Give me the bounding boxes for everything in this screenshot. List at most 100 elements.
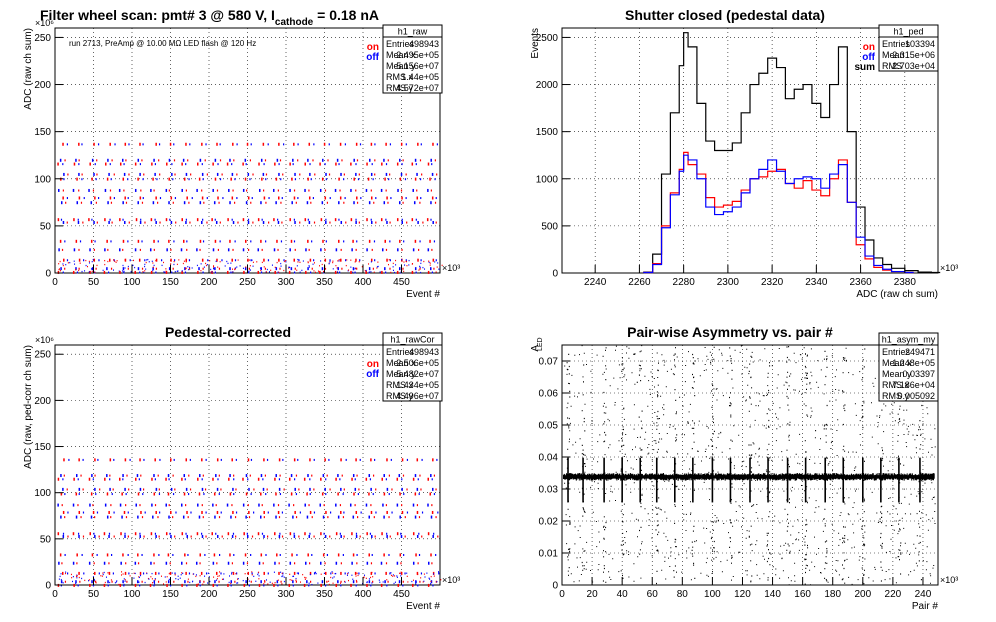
scatter-point xyxy=(338,259,340,261)
scatter-point xyxy=(173,260,175,263)
scatter-point xyxy=(370,562,373,565)
scatter-point xyxy=(421,511,424,514)
scatter-point xyxy=(402,201,404,204)
scatter-point xyxy=(144,270,146,272)
scatter-point xyxy=(418,269,420,271)
scatter-point xyxy=(157,516,159,519)
scatter-point xyxy=(142,143,144,146)
scatter-point xyxy=(154,578,156,580)
scatter-point xyxy=(153,580,156,584)
scatter-point xyxy=(152,262,154,264)
scatter-point xyxy=(383,492,386,496)
scatter-point xyxy=(178,259,180,261)
scatter-point xyxy=(389,259,391,262)
scatter-point xyxy=(158,143,161,146)
scatter-point xyxy=(310,178,312,181)
scatter-point xyxy=(345,221,347,224)
scatter-point xyxy=(308,584,310,587)
scatter-point xyxy=(307,158,309,162)
scatter-point xyxy=(246,532,248,535)
scatter-point xyxy=(247,571,250,575)
scatter-point xyxy=(65,571,67,573)
scatter-point xyxy=(257,218,260,222)
scatter-point xyxy=(355,510,358,514)
scatter-point xyxy=(277,218,279,221)
scatter-point xyxy=(88,218,90,222)
scatter-point xyxy=(203,201,205,204)
scatter-point xyxy=(174,173,176,176)
scatter-point xyxy=(104,218,106,222)
scatter-point xyxy=(368,580,371,584)
scatter-point xyxy=(402,159,404,162)
scatter-point xyxy=(289,266,291,269)
scatter-point xyxy=(325,220,327,224)
scatter-point xyxy=(420,262,422,265)
scatter-point xyxy=(280,265,282,267)
scatter-point xyxy=(299,221,301,224)
x-tick-label: 140 xyxy=(764,589,781,600)
scatter-point xyxy=(182,572,184,575)
scatter-point xyxy=(232,510,234,514)
stats-value: 0.005092 xyxy=(897,391,935,401)
scatter-point xyxy=(307,267,309,271)
scatter-point xyxy=(336,267,338,269)
scatter-point xyxy=(429,264,431,266)
scatter-point xyxy=(214,271,216,274)
scatter-point xyxy=(76,177,78,181)
scatter-point xyxy=(213,492,216,496)
scatter-point xyxy=(109,218,111,221)
scatter-point xyxy=(277,510,280,514)
scatter-point xyxy=(62,220,65,224)
scatter-point xyxy=(324,189,327,192)
scatter-point xyxy=(137,562,140,565)
scatter-point xyxy=(260,474,263,478)
y-tick-label: 250 xyxy=(34,350,51,361)
x-axis-label: ADC (raw ch sum) xyxy=(856,289,938,300)
scatter-point xyxy=(231,196,234,200)
scatter-point xyxy=(68,458,70,461)
scatter-point xyxy=(201,487,204,491)
stats-value: 1.434e+05 xyxy=(396,380,439,390)
scatter-point xyxy=(344,581,346,583)
scatter-point xyxy=(183,474,186,478)
scatter-point xyxy=(191,581,193,583)
scatter-point xyxy=(402,580,404,583)
scatter-point xyxy=(148,261,150,263)
scatter-point xyxy=(172,516,174,519)
scatter-point xyxy=(299,261,301,264)
scatter-point xyxy=(66,197,69,200)
scatter-point xyxy=(135,218,138,222)
scatter-point xyxy=(247,504,249,507)
scatter-point xyxy=(419,267,421,270)
scatter-point xyxy=(370,576,372,579)
scatter-point xyxy=(233,553,235,556)
scatter-point xyxy=(88,271,90,273)
scatter-point xyxy=(355,248,357,251)
scatter-point xyxy=(208,576,210,578)
scatter-point xyxy=(273,571,275,573)
scatter-point xyxy=(291,177,293,181)
scatter-point xyxy=(75,269,77,271)
scatter-point xyxy=(430,218,432,221)
scatter-point xyxy=(143,535,145,538)
scatter-point xyxy=(122,201,124,205)
scatter-point xyxy=(399,492,401,496)
scatter-point xyxy=(92,504,94,507)
scatter-point xyxy=(352,268,354,271)
stats-key: Mean x xyxy=(882,358,912,368)
scatter-point xyxy=(124,196,126,200)
scatter-point xyxy=(248,267,250,270)
scatter-point xyxy=(325,172,327,176)
scatter-point xyxy=(187,493,190,496)
scatter-point xyxy=(320,477,322,481)
scatter-point xyxy=(231,218,233,221)
scatter-point xyxy=(430,515,433,519)
scatter-point xyxy=(113,511,115,514)
scatter-point xyxy=(139,532,141,535)
scatter-point xyxy=(231,458,233,462)
scatter-point xyxy=(365,188,368,192)
scatter-point xyxy=(428,260,430,262)
scatter-point xyxy=(290,239,293,243)
scatter-point xyxy=(293,534,296,538)
scatter-point xyxy=(290,267,293,271)
